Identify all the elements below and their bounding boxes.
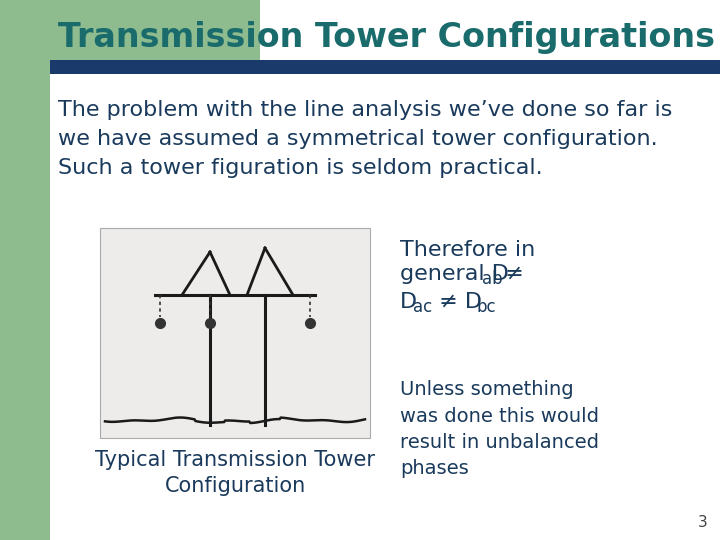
Text: Therefore in: Therefore in <box>400 240 535 260</box>
Text: ac: ac <box>413 298 432 316</box>
Text: 3: 3 <box>698 515 708 530</box>
Bar <box>50 60 720 74</box>
Text: ≠ D: ≠ D <box>432 292 482 312</box>
Bar <box>0 0 50 540</box>
Text: ab: ab <box>482 270 503 288</box>
Text: Transmission Tower Configurations: Transmission Tower Configurations <box>58 22 715 55</box>
Bar <box>260 0 720 60</box>
Text: Typical Transmission Tower
Configuration: Typical Transmission Tower Configuration <box>95 450 375 496</box>
Text: bc: bc <box>476 298 495 316</box>
Text: ≠: ≠ <box>498 264 523 284</box>
Text: D: D <box>400 292 417 312</box>
Bar <box>0 0 260 60</box>
Bar <box>100 228 370 438</box>
Text: Unless something
was done this would
result in unbalanced
phases: Unless something was done this would res… <box>400 380 599 478</box>
Text: general D: general D <box>400 264 509 284</box>
Text: The problem with the line analysis we’ve done so far is
we have assumed a symmet: The problem with the line analysis we’ve… <box>58 100 672 178</box>
